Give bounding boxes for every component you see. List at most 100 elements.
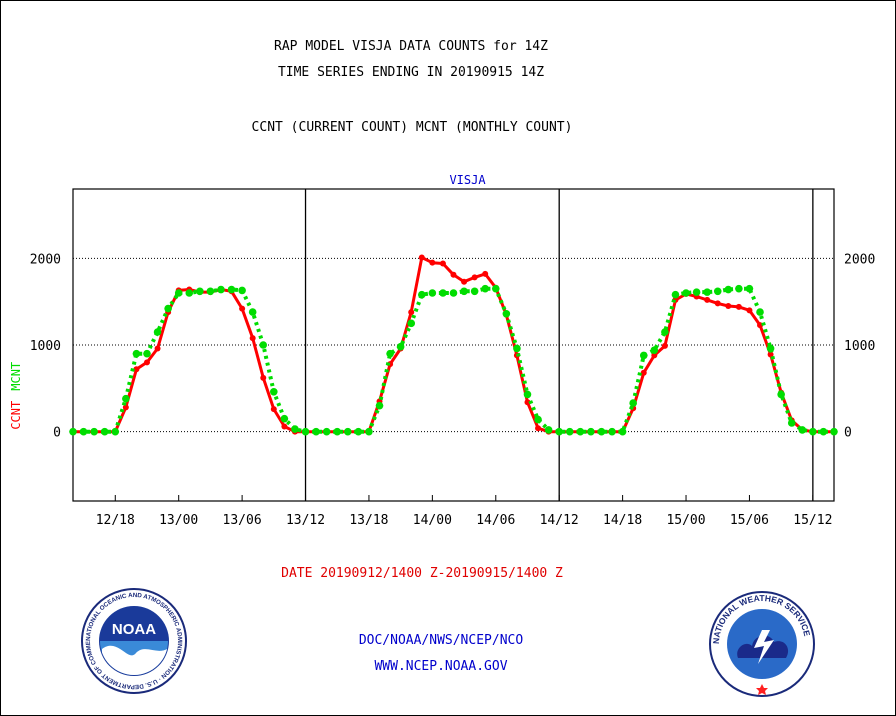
series-point-ccnt [640, 369, 647, 376]
series-point-mcnt [756, 308, 764, 316]
series-point-ccnt [154, 345, 161, 352]
series-point-mcnt [396, 342, 405, 351]
series-point-ccnt [143, 359, 150, 366]
series-point-mcnt [100, 427, 109, 436]
series-point-mcnt [576, 427, 585, 436]
series-point-ccnt [482, 270, 489, 277]
series-point-mcnt [312, 427, 320, 436]
website-link[interactable]: WWW.NCEP.NOAA.GOV [374, 659, 508, 674]
series-point-ccnt [651, 352, 658, 359]
series-point-ccnt [418, 254, 425, 261]
series-point-mcnt [502, 310, 511, 318]
series-point-ccnt [661, 342, 668, 349]
x-tick-label: 12/18 [96, 513, 135, 528]
title-line-2: TIME SERIES ENDING IN 20190915 14Z [277, 65, 545, 80]
series-point-mcnt [481, 284, 490, 293]
series-point-ccnt [725, 303, 732, 309]
series-point-mcnt [491, 284, 500, 293]
x-tick-label: 15/12 [793, 513, 832, 528]
series-point-mcnt [735, 284, 743, 293]
series-point-ccnt [260, 374, 267, 381]
series-point-mcnt [248, 308, 257, 316]
series-point-mcnt [555, 427, 563, 436]
series-point-mcnt [217, 285, 225, 294]
series-point-mcnt [565, 427, 574, 436]
series-point-mcnt [270, 388, 278, 396]
series-point-mcnt [122, 394, 130, 403]
series-point-mcnt [375, 401, 384, 410]
series-point-ccnt [239, 305, 246, 312]
nws-logo: NATIONAL WEATHER SERVICE [709, 591, 815, 697]
series-point-mcnt [629, 399, 637, 407]
y-tick-label-left: 2000 [30, 252, 61, 267]
x-tick-label: 15/00 [666, 513, 705, 528]
series-point-mcnt [333, 427, 342, 436]
ylabel-ccnt: CCNT [9, 401, 23, 430]
series-point-mcnt [227, 285, 236, 294]
series-point-mcnt [206, 287, 215, 296]
series-point-mcnt [819, 427, 828, 436]
series-point-ccnt [122, 404, 129, 411]
series-point-ccnt [714, 300, 721, 307]
y-axis-label: CCNT MCNT [9, 362, 23, 430]
series-point-ccnt [281, 423, 288, 430]
series-point-mcnt [132, 349, 141, 358]
x-tick-label: 14/06 [476, 513, 515, 528]
series-point-mcnt [174, 289, 183, 297]
date-range-label: DATE 20190912/1400 Z-20190915/1400 Z [281, 566, 563, 581]
series-point-mcnt [692, 288, 701, 296]
x-tick-label: 14/00 [413, 513, 452, 528]
series-point-mcnt [238, 286, 246, 295]
series-point-mcnt [544, 426, 553, 434]
x-tick-label: 15/06 [730, 513, 769, 528]
series-point-ccnt [429, 259, 436, 266]
series-point-mcnt [777, 390, 785, 399]
series-point-mcnt [259, 341, 268, 349]
series-point-mcnt [470, 287, 479, 296]
nws-star-icon [756, 684, 768, 695]
series-point-ccnt [471, 274, 478, 281]
series-point-mcnt [291, 425, 299, 433]
series-point-mcnt [196, 287, 204, 296]
x-tick-label: 14/12 [540, 513, 579, 528]
series-point-mcnt [671, 290, 680, 299]
series-point-mcnt [90, 427, 98, 436]
series-point-ccnt [408, 309, 415, 316]
series-point-mcnt [650, 346, 659, 355]
series-point-ccnt [450, 271, 457, 278]
series-point-mcnt [417, 290, 426, 299]
series-point-mcnt [703, 288, 711, 296]
series-point-ccnt [735, 303, 742, 310]
series-point-mcnt [407, 319, 416, 328]
series-point-mcnt [787, 419, 796, 427]
y-tick-label-right: 0 [844, 426, 852, 441]
noaa-logo-text: NOAA [112, 621, 156, 638]
x-tick-label: 13/18 [349, 513, 388, 528]
series-point-mcnt [713, 287, 722, 296]
y-tick-label-right: 1000 [844, 339, 875, 354]
series-point-ccnt [270, 406, 277, 413]
x-tick-label: 14/18 [603, 513, 642, 528]
series-point-ccnt [746, 307, 753, 314]
chart-title: VISJA [449, 173, 486, 187]
y-tick-label-left: 1000 [30, 339, 61, 354]
series-point-mcnt [143, 349, 151, 358]
series-point-mcnt [386, 349, 394, 358]
series-point-mcnt [513, 344, 521, 353]
series-point-mcnt [682, 289, 690, 297]
title-line-1: RAP MODEL VISJA DATA COUNTS for 14Z [274, 39, 548, 54]
series-point-mcnt [618, 427, 627, 436]
org-label: DOC/NOAA/NWS/NCEP/NCO [358, 633, 524, 648]
series-point-mcnt [523, 390, 532, 399]
series-point-mcnt [608, 427, 616, 436]
series-point-mcnt [185, 289, 194, 297]
series-point-mcnt [745, 284, 754, 293]
chart-layer: 0 0 1000 1000 2000 2000 12/18 13/00 13/06 13/12 13… [9, 173, 875, 528]
chart-subtitle: CCNT (CURRENT COUNT) MCNT (MONTHLY COUNT… [251, 120, 573, 135]
series-point-mcnt [587, 427, 595, 436]
series-point-mcnt [428, 289, 437, 297]
series-point-mcnt [365, 427, 373, 436]
series-point-mcnt [449, 289, 458, 297]
series-point-ccnt [535, 425, 542, 432]
